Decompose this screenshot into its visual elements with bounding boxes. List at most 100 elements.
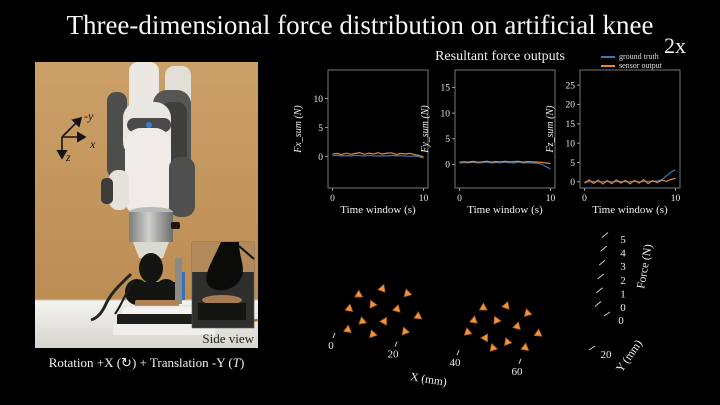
svg-text:10: 10	[546, 194, 556, 204]
scatter-point	[401, 326, 411, 336]
axis-label-z: z	[65, 150, 71, 164]
legend-label: ground truth	[619, 52, 659, 61]
scatter-point	[463, 327, 473, 336]
scatter-point	[478, 302, 488, 311]
svg-text:0: 0	[328, 340, 334, 352]
svg-text:10: 10	[671, 194, 681, 204]
svg-text:1: 1	[620, 288, 626, 300]
scatter-point	[512, 321, 521, 331]
svg-text:20: 20	[388, 349, 400, 361]
sensor-pad	[135, 300, 179, 307]
svg-text:15: 15	[566, 120, 576, 130]
force-distribution-3d-plot: 0 20 40 60 X (mm) 0 20 Y (mm) 0 1 2 3 4 5 Force (N)	[300, 222, 718, 402]
motion-caption: Rotation +X (↻) + Translation -Y (T)	[35, 348, 258, 378]
svg-text:20: 20	[566, 101, 576, 111]
x-axis-label: Time window (s)	[340, 204, 416, 216]
svg-text:0: 0	[620, 302, 626, 314]
scatter-point	[413, 311, 423, 320]
scatter-point	[468, 315, 478, 324]
scatter-point	[501, 300, 510, 311]
translation-icon: T	[232, 355, 240, 370]
series-line-sensor-output	[332, 152, 424, 158]
caption-text: ) + Translation -Y (	[131, 355, 233, 370]
cables	[90, 272, 133, 322]
svg-text:5: 5	[318, 124, 323, 134]
svg-text:0: 0	[330, 194, 335, 204]
svg-text:2: 2	[620, 275, 626, 287]
scatter-point	[391, 303, 401, 313]
svg-text:0: 0	[570, 178, 575, 188]
svg-text:0: 0	[582, 194, 587, 204]
svg-text:60: 60	[512, 366, 524, 378]
svg-text:40: 40	[450, 357, 462, 369]
axis-ticks: 0 5 10 15 0 10	[441, 84, 556, 204]
rotation-icon: ↻	[121, 356, 132, 371]
axis-ticks: 0 5 10 15 20 25 0 10	[566, 81, 681, 204]
side-view-inset	[191, 241, 255, 329]
plot-box	[579, 69, 681, 189]
scatter-point	[369, 329, 378, 339]
side-view-label: Side view	[202, 331, 254, 346]
robot-arm	[90, 62, 259, 335]
scatter-point	[342, 324, 352, 333]
scatter-point	[358, 316, 368, 325]
caption-text: )	[239, 355, 245, 370]
svg-text:0: 0	[445, 161, 450, 171]
series-line-sensor-output	[459, 160, 551, 165]
svg-text:10: 10	[419, 194, 429, 204]
plot-box	[327, 69, 429, 189]
legend-swatch-0	[601, 56, 615, 58]
series-line-ground-truth	[459, 161, 551, 170]
svg-text:5: 5	[445, 135, 450, 145]
plot-legend: ground truth sensor output	[601, 53, 662, 70]
svg-text:15: 15	[441, 84, 451, 94]
y-axis-label: Y (mm)	[614, 338, 645, 375]
axis-label-neg-y: -y	[84, 109, 94, 123]
experiment-photo: -y x z Side view Rotation +X (↻) + Trans…	[35, 62, 259, 378]
svg-text:20: 20	[601, 349, 613, 361]
scatter-points	[342, 283, 543, 352]
y-axis-ticks: 0 20	[588, 311, 624, 361]
svg-text:0: 0	[618, 315, 624, 327]
scatter-point	[379, 316, 387, 326]
end-effector-cylinder	[129, 212, 173, 242]
scatter-point	[504, 337, 513, 347]
svg-text:0: 0	[457, 194, 462, 204]
axis-label-x: x	[89, 137, 96, 151]
plot-fx-sum: 0 5 10 0 10 Fx_sum (N) Time window (s)	[292, 64, 435, 216]
y-axis-label: Fy_sum (N)	[420, 105, 431, 154]
plots-group-title: Resultant force outputs	[435, 49, 565, 64]
svg-text:10: 10	[441, 109, 451, 119]
svg-text:25: 25	[566, 81, 576, 91]
x-axis-ticks: 0 20 40 60	[328, 332, 524, 378]
scatter-point	[523, 308, 533, 317]
robot-led	[146, 122, 152, 128]
scatter-point	[403, 288, 413, 298]
page-title: Three-dimensional force distribution on …	[66, 10, 654, 40]
playback-speed-badge: 2x	[664, 33, 686, 58]
svg-text:3: 3	[620, 261, 626, 273]
scatter-point	[344, 303, 354, 312]
y-axis-label: Fz_sum (N)	[545, 105, 556, 154]
y-axis-label: Fx_sum (N)	[293, 105, 304, 154]
scatter-point	[489, 342, 499, 352]
scatter-point	[533, 328, 543, 337]
scatter-point	[520, 342, 530, 351]
svg-text:5: 5	[570, 159, 575, 169]
scatter-point	[377, 283, 386, 293]
x-axis-label: Time window (s)	[467, 204, 543, 216]
svg-text:5: 5	[620, 234, 626, 246]
scatter-point	[369, 299, 378, 309]
svg-text:4: 4	[620, 248, 626, 260]
z-axis-ticks: 0 12 34 5	[594, 232, 626, 314]
svg-text:0: 0	[318, 153, 323, 163]
svg-text:10: 10	[566, 139, 576, 149]
coordinate-axes-overlay	[56, 116, 87, 160]
z-axis-label: Force (N)	[635, 243, 655, 290]
legend-swatch-1	[601, 65, 615, 67]
svg-text:10: 10	[314, 95, 324, 105]
robot-photo-illustration: -y x z Side view	[35, 62, 259, 348]
series-line-sensor-output	[584, 177, 676, 185]
caption-text: Rotation +X (	[48, 355, 122, 370]
